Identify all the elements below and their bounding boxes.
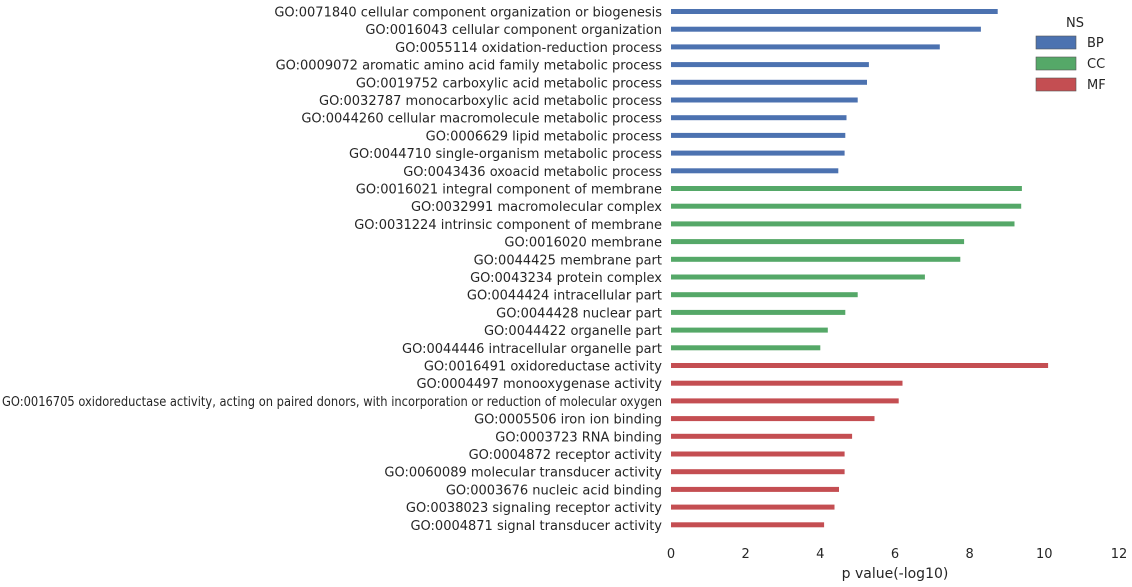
category-label: GO:0006629 lipid metabolic process (426, 129, 663, 144)
category-label: GO:0055114 oxidation-reduction process (395, 41, 662, 56)
x-tick-label: 8 (966, 547, 974, 562)
bar-bp-10 (671, 168, 839, 174)
bar-bp-2 (671, 26, 981, 32)
category-label: GO:0003723 RNA binding (495, 430, 662, 445)
category-label: GO:0044428 nuclear part (496, 306, 662, 321)
category-label: GO:0044260 cellular macromolecule metabo… (301, 112, 662, 127)
category-label: GO:0044710 single-organism metabolic pro… (349, 147, 662, 162)
bar-cc-12 (671, 203, 1022, 209)
bar-mf-22 (671, 380, 903, 386)
category-label: GO:0016705 oxidoreductase activity, acti… (2, 395, 662, 410)
category-label: GO:0060089 molecular transducer activity (384, 466, 662, 481)
bars-layer (671, 9, 1049, 528)
bar-cc-18 (671, 309, 846, 315)
category-label: GO:0009072 aromatic amino acid family me… (276, 59, 663, 74)
x-tick-label: 10 (1036, 547, 1053, 562)
bar-cc-14 (671, 239, 965, 245)
bar-mf-24 (671, 416, 875, 422)
legend-swatch-cc (1035, 56, 1077, 71)
bar-mf-29 (671, 504, 835, 510)
legend-swatch-mf (1035, 77, 1077, 92)
category-label: GO:0043234 protein complex (470, 271, 662, 286)
legend-swatch-bp (1035, 35, 1077, 50)
x-axis-label: p value(-log10) (842, 566, 949, 582)
bar-bp-6 (671, 97, 858, 103)
bar-mf-27 (671, 469, 845, 475)
bar-cc-11 (671, 186, 1022, 191)
category-label: GO:0019752 carboxylic acid metabolic pro… (356, 76, 662, 91)
category-label: GO:0005506 iron ion binding (474, 413, 662, 428)
category-label: GO:0044424 intracellular part (467, 289, 662, 304)
bar-cc-13 (671, 221, 1015, 227)
x-tick-label: 2 (742, 547, 750, 562)
category-label: GO:0044422 organelle part (484, 324, 662, 339)
bar-bp-9 (671, 150, 845, 156)
category-labels: GO:0071840 cellular component organizati… (2, 6, 662, 534)
x-tick-label: 12 (1111, 547, 1128, 562)
category-label: GO:0016043 cellular component organizati… (365, 23, 662, 38)
x-tick-label: 6 (891, 547, 899, 562)
category-label: GO:0003676 nucleic acid binding (446, 483, 662, 498)
bar-bp-1 (671, 9, 998, 14)
category-label: GO:0004871 signal transducer activity (410, 519, 662, 534)
category-label: GO:0004872 receptor activity (469, 448, 663, 463)
bar-mf-21 (671, 363, 1049, 368)
bar-cc-17 (671, 292, 858, 298)
bar-cc-20 (671, 345, 821, 351)
category-label: GO:0032991 macromolecular complex (411, 200, 662, 215)
bar-mf-26 (671, 451, 845, 457)
bar-bp-7 (671, 115, 847, 121)
legend-label-mf: MF (1087, 78, 1106, 93)
bar-mf-23 (671, 398, 899, 404)
category-label: GO:0016491 oxidoreductase activity (424, 360, 662, 375)
bar-cc-15 (671, 256, 961, 262)
bar-cc-16 (671, 274, 925, 280)
x-tick-label: 0 (667, 547, 675, 562)
bar-cc-19 (671, 327, 828, 333)
bar-bp-5 (671, 79, 867, 85)
category-label: GO:0043436 oxoacid metabolic process (403, 165, 662, 180)
x-tick-label: 4 (816, 547, 824, 562)
bar-bp-3 (671, 44, 940, 50)
legend-entries: BP CC MF (1035, 35, 1106, 93)
bar-mf-30 (671, 522, 825, 528)
category-label: GO:0016020 membrane (504, 236, 662, 251)
legend: NS BP CC MF (1035, 16, 1106, 93)
legend-label-cc: CC (1087, 57, 1105, 72)
legend-label-bp: BP (1087, 36, 1104, 51)
category-label: GO:0044446 intracellular organelle part (402, 342, 662, 357)
category-label: GO:0031224 intrinsic component of membra… (354, 218, 662, 233)
legend-title: NS (1066, 16, 1084, 31)
bar-mf-25 (671, 433, 853, 439)
x-tick-labels: 0 2 4 6 8 10 12 (667, 547, 1127, 562)
category-label: GO:0032787 monocarboxylic acid metabolic… (319, 94, 662, 109)
category-label: GO:0004497 monooxygenase activity (416, 377, 662, 392)
bar-bp-8 (671, 132, 846, 138)
category-label: GO:0016021 integral component of membran… (356, 183, 662, 198)
category-label: GO:0071840 cellular component organizati… (274, 6, 662, 21)
bar-bp-4 (671, 62, 869, 68)
bar-mf-28 (671, 486, 839, 492)
category-label: GO:0044425 membrane part (474, 253, 662, 268)
category-label: GO:0038023 signaling receptor activity (406, 501, 662, 516)
